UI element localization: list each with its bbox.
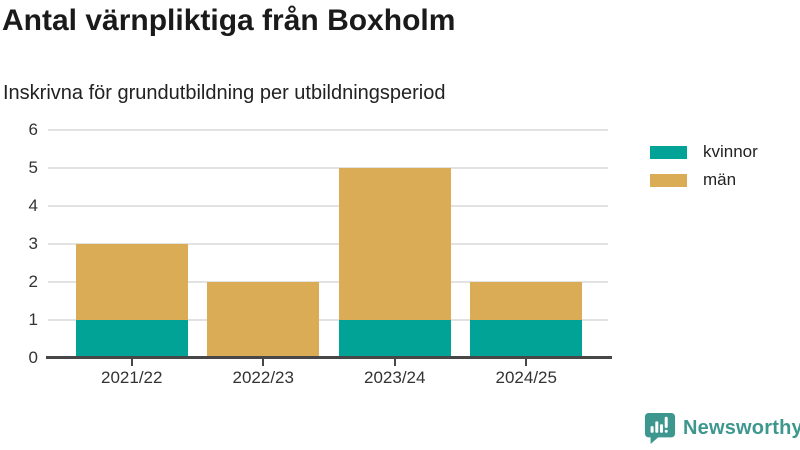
x-axis-line [46,356,612,359]
legend-swatch [650,173,687,187]
gridline [48,167,608,169]
x-tick [393,359,396,366]
bar-slot-2023/24 [329,130,461,358]
bar-segment-män [470,282,583,320]
newsworthy-bars-icon [644,412,676,444]
bar-segment-män [207,282,320,358]
bars [48,130,608,358]
bar-segment-män [338,168,451,320]
gridline [48,129,608,131]
legend-item-kvinnor: kvinnor [650,142,758,161]
x-tick [130,359,133,366]
plot-area [48,129,608,358]
chart-title: Antal värnpliktiga från Boxholm [2,4,456,37]
y-tick-label: 1 [28,310,38,329]
y-tick-label: 3 [28,234,38,253]
gridline [48,205,608,207]
bar-segment-män [75,244,188,320]
stacked-bar [470,282,583,358]
bar-segment-kvinnor [338,320,451,358]
y-tick-label: 5 [28,158,38,177]
x-tick-label: 2023/24 [364,368,426,387]
y-tick-label: 4 [28,196,38,215]
newsworthy-logo: Newsworthy [644,412,800,444]
x-tick-label: 2021/22 [101,368,163,387]
legend-label: kvinnor [703,142,758,161]
stacked-bar [75,244,188,358]
gridline [48,319,608,321]
bar-slot-2021/22 [66,130,198,358]
legend-item-män: män [650,170,758,189]
bar-slot-2022/23 [198,130,330,358]
x-tick-label: 2024/25 [495,368,557,387]
chart-subtitle: Inskrivna för grundutbildning per utbild… [3,82,446,104]
y-tick-label: 2 [28,272,38,291]
legend-swatch [650,145,687,159]
bar-segment-kvinnor [470,320,583,358]
stacked-bar [338,168,451,358]
bar-slot-2024/25 [461,130,593,358]
legend-label: män [703,170,737,189]
x-tick [525,359,528,366]
newsworthy-wordmark: Newsworthy [683,416,800,439]
gridline [48,281,608,283]
x-tick-label: 2022/23 [232,368,294,387]
y-tick-label: 6 [28,120,38,139]
bar-segment-kvinnor [75,320,188,358]
stacked-bar [207,282,320,358]
legend: kvinnor män [650,142,758,189]
x-tick [262,359,265,366]
y-tick-label: 0 [28,348,38,367]
gridline [48,243,608,245]
